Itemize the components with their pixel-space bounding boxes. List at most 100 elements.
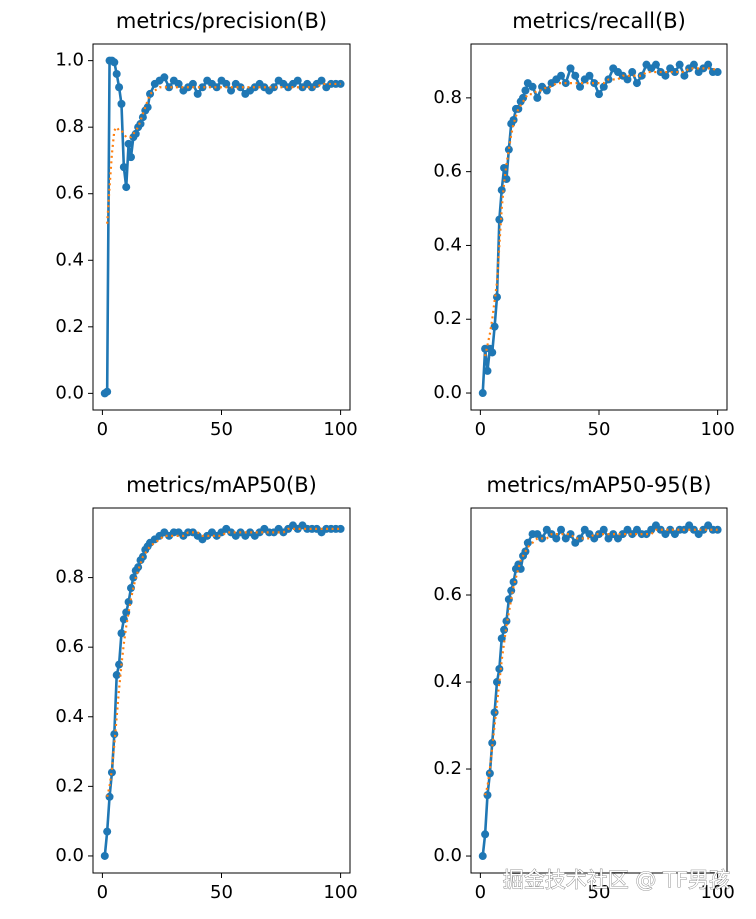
data-point: [495, 215, 504, 224]
data-point: [193, 89, 202, 98]
data-point: [675, 60, 684, 69]
smooth-line: [106, 82, 341, 224]
x-tick-label: 100: [323, 419, 357, 440]
data-point: [136, 119, 145, 128]
data-point: [509, 116, 518, 125]
smooth-line: [484, 67, 719, 357]
y-tick-label: 0.2: [55, 775, 84, 796]
x-tick-label: 50: [210, 419, 233, 440]
data-point: [188, 79, 197, 88]
data-point: [504, 145, 513, 154]
subplot: metrics/mAP50-95(B) 0 50 100 0.0 0.2 0.4 0.6: [433, 473, 734, 903]
data-point: [100, 851, 109, 860]
data-point: [552, 534, 561, 543]
y-tick-label: 0.4: [433, 671, 462, 692]
data-point: [336, 79, 345, 88]
subplot-title: metrics/mAP50(B): [126, 473, 317, 497]
x-tick-label: 100: [700, 882, 734, 903]
y-tick-label: 0.4: [433, 234, 462, 255]
data-point: [521, 86, 530, 95]
data-point: [174, 79, 183, 88]
data-point: [317, 76, 326, 85]
data-point: [483, 791, 492, 800]
data-point: [533, 93, 542, 102]
data-point: [212, 83, 221, 92]
data-point: [129, 573, 138, 582]
y-tick-label: 0.4: [55, 706, 84, 727]
subplot-title: metrics/recall(B): [512, 9, 686, 33]
data-point: [585, 71, 594, 80]
x-tick-label: 100: [700, 419, 734, 440]
data-point: [117, 629, 126, 638]
data-point: [112, 69, 121, 78]
data-point: [689, 60, 698, 69]
data-point: [490, 322, 499, 331]
data-point: [704, 60, 713, 69]
data-point: [112, 671, 121, 680]
data-point: [670, 68, 679, 77]
data-point: [492, 293, 501, 302]
plot-area: [100, 56, 345, 398]
data-point: [576, 82, 585, 91]
data-point: [165, 83, 174, 92]
x-tick-label: 0: [97, 882, 108, 903]
data-point: [336, 524, 345, 533]
data-point: [509, 577, 518, 586]
x-tick-label: 100: [323, 882, 357, 903]
y-tick-label: 0.2: [433, 308, 462, 329]
data-point: [504, 595, 513, 604]
data-point: [523, 538, 532, 547]
data-point: [528, 82, 537, 91]
data-point: [599, 525, 608, 534]
y-tick-label: 0.0: [55, 845, 84, 866]
data-point: [293, 76, 302, 85]
plot-area: [100, 521, 345, 860]
y-tick-label: 0.0: [433, 845, 462, 866]
x-tick-label: 0: [475, 882, 486, 903]
data-point: [557, 525, 566, 534]
data-point: [595, 90, 603, 99]
x-tick-label: 0: [475, 419, 486, 440]
data-point: [490, 708, 499, 717]
data-point: [119, 163, 128, 172]
smooth-line: [106, 527, 341, 798]
data-point: [227, 86, 236, 95]
data-point: [661, 71, 670, 80]
data-point: [146, 89, 155, 98]
y-tick-label: 1.0: [55, 50, 84, 71]
data-point: [514, 104, 523, 113]
data-point: [478, 852, 487, 861]
data-point: [651, 60, 660, 69]
data-point: [502, 617, 511, 626]
data-point: [105, 792, 114, 801]
y-tick-label: 0.0: [433, 382, 462, 403]
data-point: [483, 366, 492, 375]
data-point: [571, 71, 580, 80]
data-point: [160, 73, 169, 82]
y-tick-label: 0.6: [55, 636, 84, 657]
data-point: [222, 79, 231, 88]
data-point: [502, 175, 511, 184]
y-tick-label: 0.8: [55, 567, 84, 588]
data-point: [115, 660, 124, 669]
data-point: [500, 163, 509, 172]
subplot-title: metrics/precision(B): [116, 9, 327, 33]
y-tick-label: 0.8: [433, 87, 462, 108]
x-tick-label: 50: [588, 882, 611, 903]
data-point: [126, 584, 135, 593]
x-tick-label: 0: [97, 419, 108, 440]
subplot: metrics/mAP50(B) 0 50 100 0.0 0.2 0.4 0.6 0.8: [55, 473, 357, 903]
data-point: [198, 83, 207, 92]
data-point: [269, 83, 278, 92]
y-tick-label: 0.6: [433, 161, 462, 182]
data-point: [126, 153, 135, 162]
x-tick-label: 50: [210, 882, 233, 903]
y-tick-label: 0.2: [433, 758, 462, 779]
data-point: [680, 71, 689, 80]
y-tick-label: 0.2: [55, 316, 84, 337]
data-point: [590, 79, 599, 88]
data-point: [623, 75, 632, 84]
data-point: [519, 93, 528, 102]
